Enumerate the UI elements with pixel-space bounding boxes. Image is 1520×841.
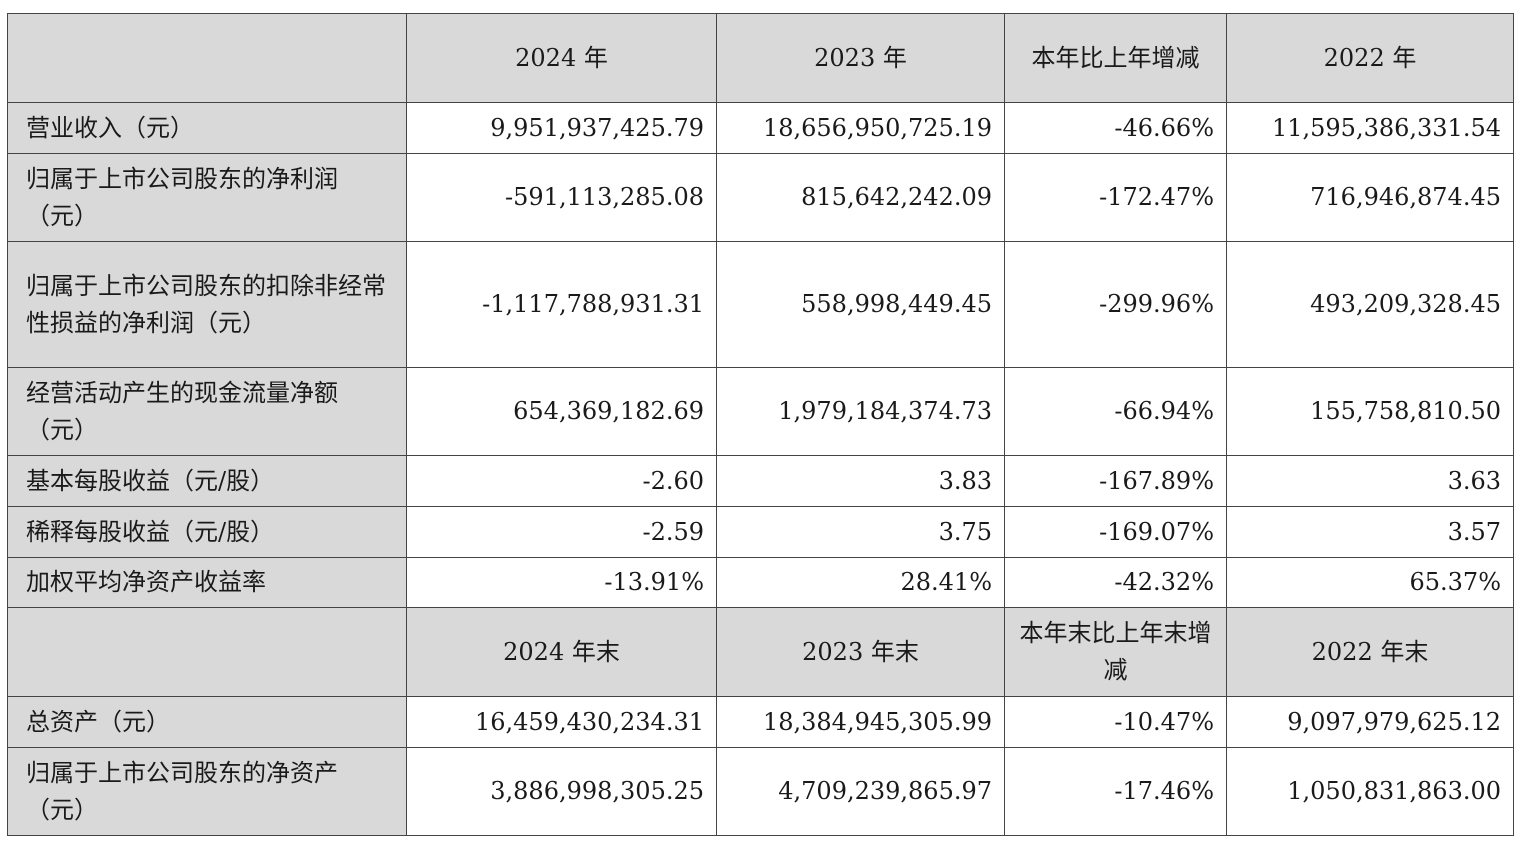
cell-change: -167.89% xyxy=(1004,455,1227,507)
cell-change: -10.47% xyxy=(1004,696,1227,748)
cell-change: -46.66% xyxy=(1004,102,1227,154)
table-row-operating-cash-flow: 经营活动产生的现金流量净额（元） 654,369,182.69 1,979,18… xyxy=(7,367,1514,456)
cell-2023: 3.83 xyxy=(716,455,1005,507)
cell-2022: 493,209,328.45 xyxy=(1226,241,1514,368)
row-label: 经营活动产生的现金流量净额（元） xyxy=(7,367,407,456)
row-label: 归属于上市公司股东的净利润（元） xyxy=(7,153,407,242)
cell-2023: 815,642,242.09 xyxy=(716,153,1005,242)
table-row-revenue: 营业收入（元） 9,951,937,425.79 18,656,950,725.… xyxy=(7,102,1514,154)
row-label: 稀释每股收益（元/股） xyxy=(7,506,407,558)
header-cell-2024: 2024 年 xyxy=(406,13,717,103)
header-cell-2022-end: 2022 年末 xyxy=(1226,607,1514,697)
cell-2023-end: 4,709,239,865.97 xyxy=(716,747,1005,836)
cell-2023: 3.75 xyxy=(716,506,1005,558)
cell-2022: 716,946,874.45 xyxy=(1226,153,1514,242)
cell-change: -169.07% xyxy=(1004,506,1227,558)
row-label: 归属于上市公司股东的净资产（元） xyxy=(7,747,407,836)
table-row-basic-eps: 基本每股收益（元/股） -2.60 3.83 -167.89% 3.63 xyxy=(7,455,1514,507)
cell-2022: 11,595,386,331.54 xyxy=(1226,102,1514,154)
header-cell-yoy-change: 本年比上年增减 xyxy=(1004,13,1227,103)
financial-summary-table: 2024 年 2023 年 本年比上年增减 2022 年 营业收入（元） 9,9… xyxy=(7,13,1514,836)
table-row-net-profit-deducted: 归属于上市公司股东的扣除非经常性损益的净利润（元） -1,117,788,931… xyxy=(7,241,1514,368)
table-row-roe: 加权平均净资产收益率 -13.91% 28.41% -42.32% 65.37% xyxy=(7,557,1514,608)
row-label: 基本每股收益（元/股） xyxy=(7,455,407,507)
header-cell-2024-end: 2024 年末 xyxy=(406,607,717,697)
row-label: 加权平均净资产收益率 xyxy=(7,557,407,608)
cell-2023-end: 18,384,945,305.99 xyxy=(716,696,1005,748)
cell-change: -42.32% xyxy=(1004,557,1227,608)
cell-2022: 155,758,810.50 xyxy=(1226,367,1514,456)
cell-2024: -13.91% xyxy=(406,557,717,608)
header-cell-blank xyxy=(7,13,407,103)
row-label: 总资产（元） xyxy=(7,696,407,748)
cell-2024-end: 16,459,430,234.31 xyxy=(406,696,717,748)
cell-2022-end: 1,050,831,863.00 xyxy=(1226,747,1514,836)
cell-change: -172.47% xyxy=(1004,153,1227,242)
cell-2024: -591,113,285.08 xyxy=(406,153,717,242)
table-row-diluted-eps: 稀释每股收益（元/股） -2.59 3.75 -169.07% 3.57 xyxy=(7,506,1514,558)
cell-2024: 654,369,182.69 xyxy=(406,367,717,456)
cell-2024-end: 3,886,998,305.25 xyxy=(406,747,717,836)
cell-change: -299.96% xyxy=(1004,241,1227,368)
cell-2022: 65.37% xyxy=(1226,557,1514,608)
table-row-total-assets: 总资产（元） 16,459,430,234.31 18,384,945,305.… xyxy=(7,696,1514,748)
header-row-annual: 2024 年 2023 年 本年比上年增减 2022 年 xyxy=(7,13,1514,103)
header-row-year-end: 2024 年末 2023 年末 本年末比上年末增减 2022 年末 xyxy=(7,607,1514,697)
cell-2022: 3.57 xyxy=(1226,506,1514,558)
table-row-net-profit: 归属于上市公司股东的净利润（元） -591,113,285.08 815,642… xyxy=(7,153,1514,242)
table-row-net-assets: 归属于上市公司股东的净资产（元） 3,886,998,305.25 4,709,… xyxy=(7,747,1514,836)
row-label: 归属于上市公司股东的扣除非经常性损益的净利润（元） xyxy=(7,241,407,368)
cell-change: -17.46% xyxy=(1004,747,1227,836)
header-cell-blank xyxy=(7,607,407,697)
cell-2023: 1,979,184,374.73 xyxy=(716,367,1005,456)
cell-change: -66.94% xyxy=(1004,367,1227,456)
cell-2023: 28.41% xyxy=(716,557,1005,608)
cell-2024: -2.59 xyxy=(406,506,717,558)
header-cell-2023-end: 2023 年末 xyxy=(716,607,1005,697)
cell-2023: 558,998,449.45 xyxy=(716,241,1005,368)
header-cell-2022: 2022 年 xyxy=(1226,13,1514,103)
cell-2024: -2.60 xyxy=(406,455,717,507)
cell-2024: -1,117,788,931.31 xyxy=(406,241,717,368)
cell-2024: 9,951,937,425.79 xyxy=(406,102,717,154)
cell-2022-end: 9,097,979,625.12 xyxy=(1226,696,1514,748)
cell-2023: 18,656,950,725.19 xyxy=(716,102,1005,154)
header-cell-2023: 2023 年 xyxy=(716,13,1005,103)
cell-2022: 3.63 xyxy=(1226,455,1514,507)
row-label: 营业收入（元） xyxy=(7,102,407,154)
header-cell-end-change: 本年末比上年末增减 xyxy=(1004,607,1227,697)
